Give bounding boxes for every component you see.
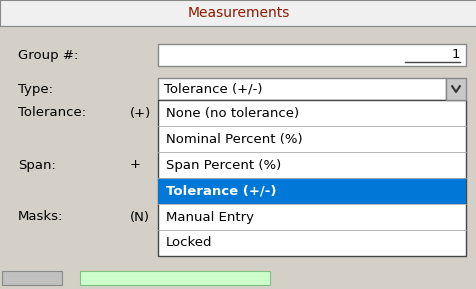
Text: None (no tolerance): None (no tolerance) — [166, 107, 298, 119]
Text: Span:: Span: — [18, 158, 56, 171]
Bar — [445, 78, 465, 100]
Text: Group #:: Group #: — [18, 49, 78, 62]
Text: Tolerance:: Tolerance: — [18, 107, 86, 119]
Bar — [158, 178, 465, 204]
Bar — [158, 44, 465, 66]
Bar — [0, 0, 476, 26]
Text: Locked: Locked — [166, 236, 212, 249]
Text: (N): (N) — [130, 210, 149, 223]
Text: (+): (+) — [130, 107, 151, 119]
Bar — [2, 271, 62, 285]
Text: 1: 1 — [451, 49, 459, 62]
Text: Type:: Type: — [18, 82, 53, 95]
Bar — [158, 100, 465, 256]
Text: +: + — [130, 158, 141, 171]
Text: Tolerance (+/-): Tolerance (+/-) — [164, 82, 262, 95]
Bar — [80, 271, 269, 285]
Text: Nominal Percent (%): Nominal Percent (%) — [166, 132, 302, 145]
Text: Manual Entry: Manual Entry — [166, 210, 253, 223]
Text: Masks:: Masks: — [18, 210, 63, 223]
Text: Measurements: Measurements — [187, 6, 289, 20]
Text: Span Percent (%): Span Percent (%) — [166, 158, 281, 171]
Text: Tolerance (+/-): Tolerance (+/-) — [166, 184, 276, 197]
Bar — [158, 78, 445, 100]
